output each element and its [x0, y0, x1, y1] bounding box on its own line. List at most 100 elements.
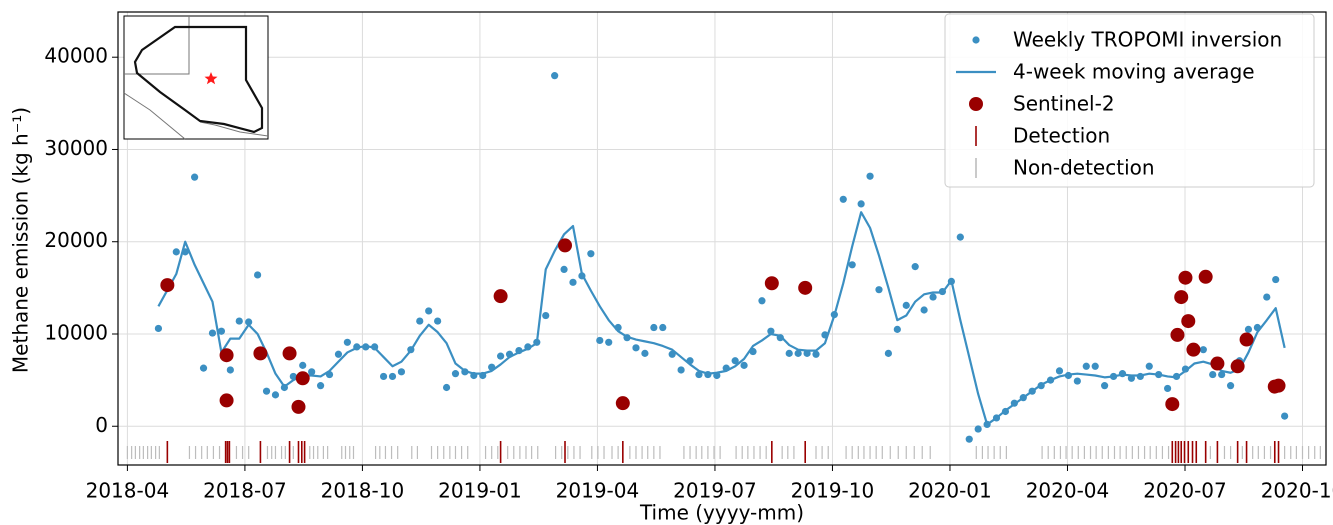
- data-point: [560, 265, 568, 274]
- data-point: [821, 331, 829, 339]
- inset-region: [133, 25, 264, 134]
- data-point: [722, 364, 730, 372]
- data-point: [615, 396, 630, 411]
- data-point: [596, 336, 604, 345]
- data-point: [1073, 377, 1081, 385]
- data-point: [479, 371, 487, 380]
- data-point: [343, 338, 351, 346]
- data-point: [740, 361, 748, 369]
- data-point: [1198, 269, 1213, 284]
- data-point: [388, 372, 397, 381]
- data-point: [704, 370, 712, 379]
- data-point: [614, 323, 622, 332]
- x-tick-label: 2018-10: [321, 479, 405, 503]
- data-point: [1001, 407, 1010, 416]
- data-point: [1101, 382, 1109, 390]
- inset-border: [123, 92, 186, 140]
- data-point: [371, 343, 379, 351]
- data-point: [262, 387, 271, 395]
- data-point: [1271, 378, 1286, 393]
- data-point: [425, 307, 433, 315]
- data-point: [442, 383, 451, 392]
- data-point: [785, 349, 793, 357]
- inset-border: [199, 121, 269, 137]
- data-point: [569, 278, 577, 286]
- data-point: [199, 364, 208, 372]
- data-point: [857, 200, 865, 208]
- data-point: [515, 346, 523, 355]
- x-tick-label: 2018-07: [203, 479, 287, 503]
- data-point: [920, 306, 928, 314]
- data-point: [1170, 327, 1185, 342]
- data-point: [1181, 365, 1190, 373]
- data-point: [1272, 275, 1280, 284]
- legend-label: 4-week moving average: [1013, 60, 1255, 84]
- data-point: [911, 263, 919, 271]
- data-point: [308, 368, 316, 376]
- data-point: [798, 280, 813, 295]
- y-tick-label: 30000: [44, 136, 108, 160]
- x-tick-label: 2019-07: [673, 479, 757, 503]
- data-point: [219, 393, 234, 408]
- data-point: [713, 371, 721, 380]
- data-point: [1028, 387, 1036, 395]
- data-point: [282, 346, 297, 361]
- data-point: [605, 338, 613, 346]
- data-point: [217, 327, 226, 335]
- data-point: [505, 350, 514, 358]
- x-tick-label: 2019-01: [438, 479, 522, 503]
- data-point: [551, 72, 559, 80]
- data-point: [686, 357, 694, 365]
- data-point: [623, 334, 631, 342]
- data-point: [839, 195, 847, 203]
- data-point: [803, 349, 811, 357]
- inset-map: [123, 15, 269, 140]
- data-point: [677, 366, 685, 374]
- data-point: [1037, 382, 1045, 390]
- data-point: [1145, 362, 1153, 370]
- grid: [118, 12, 1326, 465]
- legend-label: Weekly TROPOMI inversion: [1013, 28, 1282, 52]
- y-tick-label: 40000: [44, 44, 108, 68]
- data-point: [848, 261, 856, 269]
- data-point: [1239, 332, 1254, 347]
- y-tick-label: 0: [95, 413, 108, 437]
- data-point: [974, 425, 982, 433]
- data-point: [695, 370, 703, 379]
- inset-star: [204, 72, 218, 85]
- data-point: [1244, 325, 1253, 333]
- data-point: [226, 366, 234, 374]
- data-point: [632, 344, 640, 352]
- data-point: [1019, 394, 1027, 402]
- data-point: [794, 349, 802, 357]
- data-point: [992, 414, 1001, 422]
- data-point: [1055, 367, 1064, 375]
- data-point: [291, 399, 306, 414]
- data-point: [1064, 371, 1073, 380]
- data-point: [1172, 372, 1181, 381]
- data-point: [208, 329, 217, 337]
- legend-label: Non-detection: [1013, 156, 1155, 180]
- data-point: [299, 361, 307, 369]
- data-point: [181, 248, 189, 256]
- data-point: [470, 371, 478, 380]
- data-point: [172, 248, 180, 256]
- data-point: [956, 233, 964, 241]
- data-point: [461, 368, 469, 376]
- data-point: [1109, 372, 1118, 381]
- y-tick-label: 10000: [44, 320, 108, 344]
- data-point: [434, 317, 442, 325]
- plot-frame: [117, 11, 1327, 466]
- legend-marker: [969, 97, 983, 111]
- data-point: [1253, 323, 1261, 332]
- x-tick-label: 2020-07: [1143, 479, 1227, 503]
- data-point: [558, 238, 573, 253]
- data-point: [1165, 397, 1180, 412]
- data-point: [668, 350, 676, 358]
- data-point: [493, 289, 508, 304]
- data-point: [533, 338, 541, 346]
- data-point: [271, 391, 280, 399]
- data-point: [758, 297, 766, 305]
- inset-border: [124, 16, 190, 75]
